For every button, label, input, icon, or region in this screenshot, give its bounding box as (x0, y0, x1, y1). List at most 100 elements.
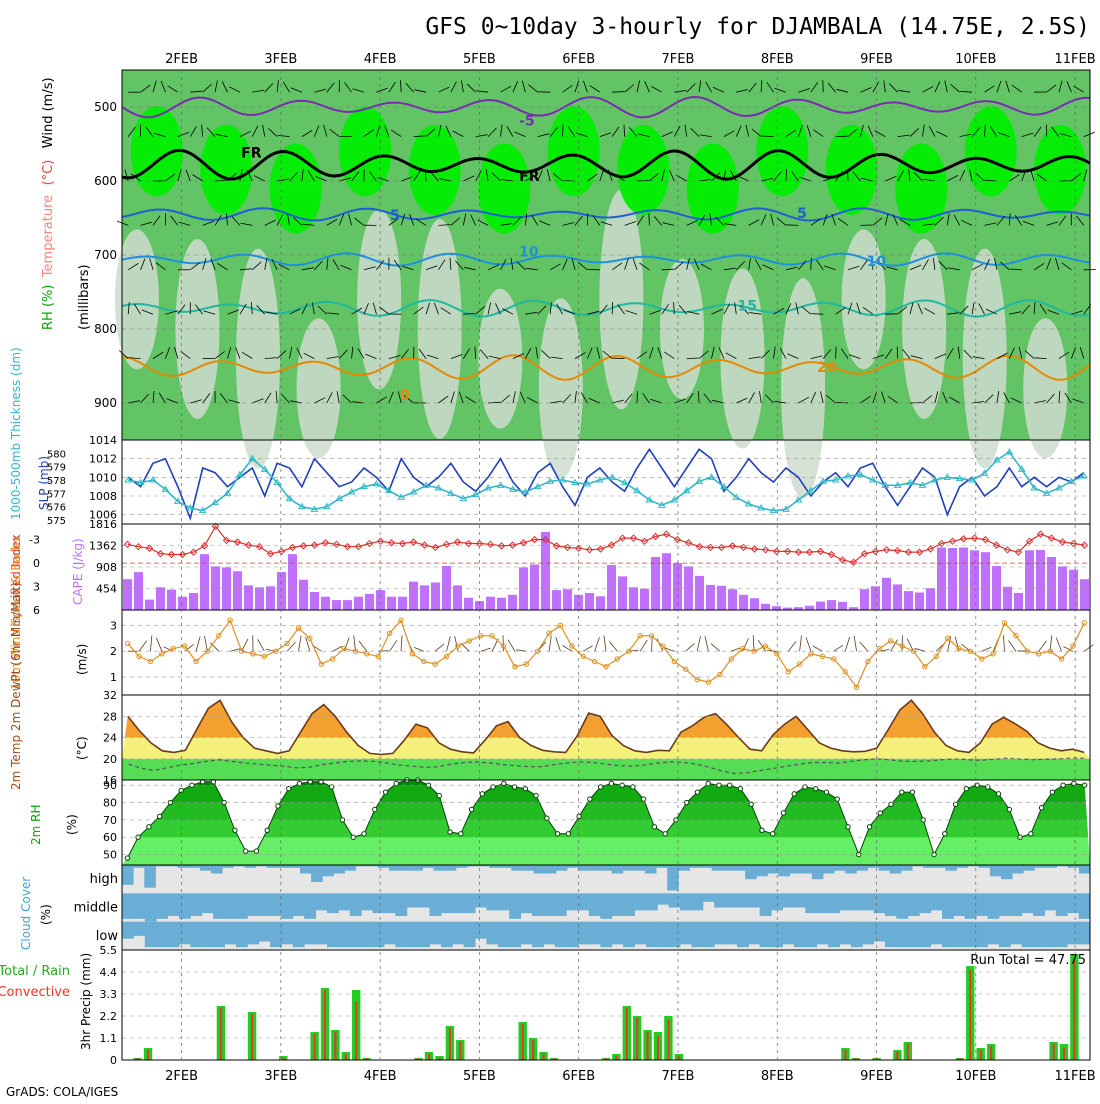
cape-bar (816, 602, 825, 611)
contour-label: 20 (817, 360, 837, 376)
cape-bar (607, 565, 616, 610)
run-total-annotation: Run Total = 47.75 (970, 953, 1086, 968)
rh-low-patch (236, 249, 280, 469)
cape-bar (1014, 593, 1023, 610)
rh-marker (652, 825, 656, 829)
cloud-cell-middle (316, 893, 328, 910)
cloud-cell-middle (281, 893, 293, 919)
cloud-cell-middle (441, 893, 453, 913)
rh-marker (523, 786, 527, 790)
precip-convective-bar (220, 1008, 222, 1060)
precip-convective-bar (532, 1040, 534, 1060)
cape-bar (805, 606, 814, 610)
rh-marker (943, 832, 947, 836)
cloud-cell-low (737, 922, 749, 948)
cape-bar (486, 597, 495, 610)
cloud-ylabel: Cloud Cover (19, 877, 33, 950)
y-tick-label: 800 (94, 322, 117, 336)
cloud-cell-middle (361, 893, 373, 910)
cloud-cell-middle (350, 893, 362, 916)
rh-low-patch (115, 229, 159, 369)
cloud-cell-high (333, 865, 345, 874)
rh-low-patch (418, 219, 462, 439)
cloud-cell-low (726, 922, 738, 945)
precip-convective-bar (345, 1054, 347, 1060)
cloud-cell-low (202, 922, 214, 948)
cloud-cell-low (600, 922, 612, 948)
rh-marker (910, 790, 914, 794)
slp-ylabel-right: SLP (mb) (37, 456, 51, 510)
cloud-cell-middle (680, 893, 692, 910)
cloud-cell-low (543, 922, 555, 945)
day-label-bottom: 7FEB (662, 1069, 695, 1084)
cape-bar (981, 552, 990, 610)
cape-bar (970, 550, 979, 610)
rh-ylabel: 2m RH (29, 805, 43, 846)
cape-bar (772, 606, 781, 610)
day-label-bottom: 2FEB (165, 1069, 198, 1084)
cloud-cell-middle (691, 893, 703, 910)
precip-convective-bar (147, 1050, 149, 1060)
rh-marker (663, 832, 667, 836)
cape-bar (464, 598, 473, 610)
cloud-cell-middle (669, 893, 681, 907)
day-label-bottom: 4FEB (364, 1069, 397, 1084)
cloud-cell-middle (543, 893, 555, 916)
rh-marker (437, 793, 441, 797)
cape-bar (354, 597, 363, 610)
rh-marker (738, 786, 742, 790)
cloud-cell-middle (168, 893, 180, 916)
cape-bar (310, 592, 319, 610)
cape-bar (178, 597, 187, 610)
cloud-cell-high (834, 865, 846, 871)
wind10-barb (378, 651, 388, 652)
cloud-cell-middle (452, 893, 464, 913)
cloud-cell-middle (874, 893, 886, 913)
cloud-cell-middle (532, 893, 544, 916)
y-tick-label: 600 (94, 174, 117, 188)
day-label-top: 11FEB (1055, 52, 1096, 67)
precip-convective-bar (522, 1024, 524, 1060)
cape-bar (1047, 557, 1056, 610)
cape-bar (1025, 550, 1034, 610)
precip-tick-label: 5.5 (100, 944, 118, 957)
cape-tick-label: 1362 (89, 540, 117, 553)
upper-ylabel: RH (%) (41, 285, 56, 330)
cloud-cell-low (532, 922, 544, 948)
precip-convective-bar (428, 1054, 430, 1060)
precip-convective-bar (1063, 1048, 1065, 1060)
contour-label: 10 (519, 244, 539, 260)
cape-bar (343, 600, 352, 610)
rh-marker (448, 830, 452, 834)
day-label-top: 7FEB (662, 52, 695, 67)
cloud-cell-low (464, 922, 476, 948)
cloud-cell-low (373, 922, 385, 948)
precip-tick-label: 1.1 (100, 1032, 118, 1045)
cloud-cell-middle (338, 893, 350, 910)
cloud-cell-middle (988, 893, 1000, 919)
cloud-cell-middle (247, 893, 259, 916)
cape-bar (871, 586, 880, 610)
cloud-cell-middle (498, 893, 510, 910)
cloud-cell-high (1023, 865, 1035, 871)
wind10-tick-label: 3 (110, 619, 117, 632)
rh-marker (243, 849, 247, 853)
rh-marker (233, 828, 237, 832)
cape-bar (1003, 587, 1012, 610)
y-tick-label: 900 (94, 396, 117, 410)
cloud-cell-middle (384, 893, 396, 913)
cape-bar (860, 589, 869, 610)
cloud-level-label: high (90, 872, 118, 887)
cape-bar (442, 566, 451, 610)
upper-ylabel-units: (millibars) (77, 264, 92, 330)
cloud-cell-middle (464, 893, 476, 913)
rh-marker (222, 800, 226, 804)
temp-tick-label: 24 (103, 732, 117, 745)
rh-marker (555, 832, 559, 836)
slp-tick-label: 1008 (89, 490, 117, 503)
rh-high-patch (200, 125, 252, 215)
cloud-cell-middle (976, 893, 988, 916)
cloud-cell-low (475, 922, 487, 939)
cape-bar (189, 593, 198, 610)
rh-marker (373, 807, 377, 811)
